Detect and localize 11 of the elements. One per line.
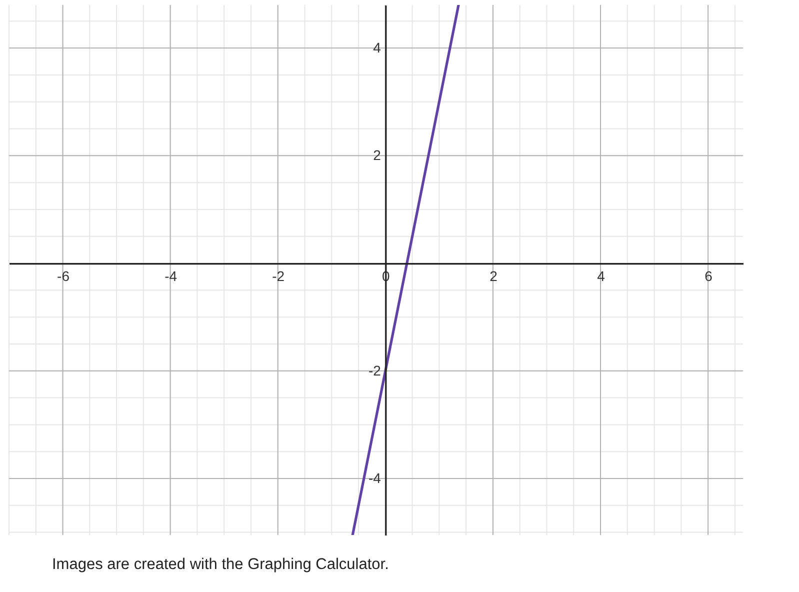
x-tick-label: -4: [164, 268, 178, 284]
y-tick-label: 2: [373, 147, 382, 164]
text: Images are created with the Graphing Calculator.: [52, 556, 389, 574]
y-tick-label: 4: [373, 40, 382, 56]
x-tick-label: 2: [490, 268, 498, 284]
y-tick-label: -4: [368, 470, 382, 486]
x-tick-label: -2: [272, 268, 285, 284]
x-tick-label: 4: [597, 268, 606, 284]
y-tick-label: -2: [368, 362, 382, 378]
x-tick-label: -6: [57, 268, 70, 284]
x-tick-label: 6: [704, 268, 713, 284]
